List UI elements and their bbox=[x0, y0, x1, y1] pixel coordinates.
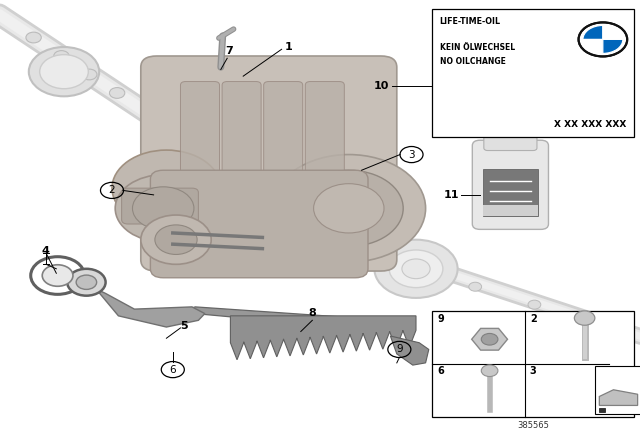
Circle shape bbox=[115, 175, 211, 242]
Text: 11: 11 bbox=[444, 190, 459, 200]
Text: 1: 1 bbox=[285, 42, 292, 52]
Polygon shape bbox=[390, 336, 429, 365]
Circle shape bbox=[374, 240, 458, 298]
Text: 2: 2 bbox=[530, 314, 536, 323]
Circle shape bbox=[141, 215, 211, 264]
Circle shape bbox=[31, 257, 84, 294]
Text: 5: 5 bbox=[180, 321, 188, 331]
FancyBboxPatch shape bbox=[483, 169, 538, 216]
Text: 3: 3 bbox=[530, 366, 536, 376]
Circle shape bbox=[574, 311, 595, 325]
Polygon shape bbox=[96, 289, 205, 327]
Circle shape bbox=[469, 282, 482, 291]
Text: KEIN ÖLWECHSEL: KEIN ÖLWECHSEL bbox=[440, 43, 515, 52]
Circle shape bbox=[40, 55, 88, 89]
Text: X XX XXX XXX: X XX XXX XXX bbox=[554, 120, 626, 129]
FancyBboxPatch shape bbox=[264, 82, 303, 178]
Polygon shape bbox=[189, 307, 397, 332]
Circle shape bbox=[82, 69, 97, 80]
Circle shape bbox=[109, 88, 125, 98]
FancyBboxPatch shape bbox=[472, 140, 548, 229]
FancyBboxPatch shape bbox=[150, 170, 368, 278]
Circle shape bbox=[528, 300, 541, 309]
Text: 9: 9 bbox=[437, 314, 444, 323]
Wedge shape bbox=[583, 26, 603, 39]
FancyBboxPatch shape bbox=[432, 9, 634, 137]
Circle shape bbox=[272, 155, 426, 262]
FancyBboxPatch shape bbox=[180, 82, 220, 178]
Text: 8: 8 bbox=[308, 308, 316, 318]
Text: 3: 3 bbox=[408, 150, 415, 159]
Circle shape bbox=[42, 265, 73, 286]
Circle shape bbox=[481, 365, 498, 376]
Circle shape bbox=[54, 51, 69, 61]
Circle shape bbox=[294, 170, 403, 246]
FancyBboxPatch shape bbox=[495, 115, 525, 137]
Polygon shape bbox=[599, 408, 605, 412]
Text: 385565: 385565 bbox=[517, 421, 548, 430]
Circle shape bbox=[67, 269, 106, 296]
Circle shape bbox=[389, 250, 443, 288]
Circle shape bbox=[76, 275, 97, 289]
FancyBboxPatch shape bbox=[483, 205, 538, 216]
FancyBboxPatch shape bbox=[484, 132, 537, 151]
Text: 7: 7 bbox=[225, 46, 233, 56]
FancyBboxPatch shape bbox=[122, 188, 198, 224]
Circle shape bbox=[481, 333, 498, 345]
Wedge shape bbox=[603, 39, 623, 53]
Circle shape bbox=[588, 318, 600, 327]
FancyBboxPatch shape bbox=[493, 108, 527, 121]
Circle shape bbox=[29, 47, 99, 96]
Circle shape bbox=[402, 259, 430, 279]
Circle shape bbox=[26, 32, 41, 43]
Text: 2: 2 bbox=[109, 185, 115, 195]
Wedge shape bbox=[603, 26, 623, 39]
Circle shape bbox=[132, 187, 194, 230]
Text: 4: 4 bbox=[42, 246, 49, 256]
Circle shape bbox=[579, 22, 627, 56]
FancyBboxPatch shape bbox=[141, 56, 397, 271]
Text: 6: 6 bbox=[170, 365, 176, 375]
FancyBboxPatch shape bbox=[222, 82, 261, 178]
Text: NO OILCHANGE: NO OILCHANGE bbox=[440, 57, 506, 66]
Text: 10: 10 bbox=[374, 81, 389, 91]
Circle shape bbox=[155, 225, 197, 254]
Polygon shape bbox=[599, 390, 637, 405]
Circle shape bbox=[112, 150, 221, 226]
FancyBboxPatch shape bbox=[305, 82, 344, 178]
Text: LIFE-TIME-OIL: LIFE-TIME-OIL bbox=[440, 17, 501, 26]
FancyBboxPatch shape bbox=[432, 311, 634, 417]
Wedge shape bbox=[583, 39, 603, 53]
Text: 6: 6 bbox=[437, 366, 444, 376]
FancyBboxPatch shape bbox=[595, 366, 640, 414]
Text: 9: 9 bbox=[396, 345, 403, 354]
Polygon shape bbox=[230, 316, 416, 360]
Circle shape bbox=[314, 184, 384, 233]
